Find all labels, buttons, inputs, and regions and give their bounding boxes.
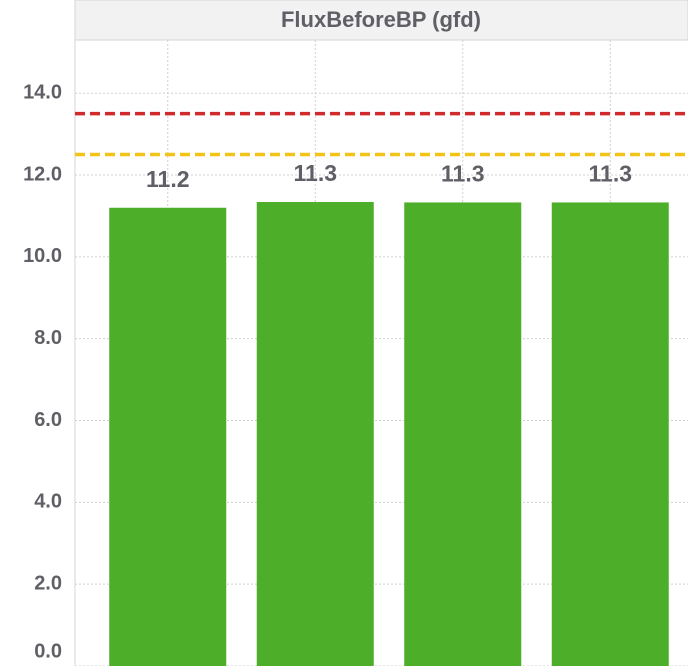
chart-title: FluxBeforeBP (gfd) (281, 7, 481, 32)
value-label: 11.2 (146, 166, 190, 192)
y-tick-label: 10.0 (23, 245, 62, 267)
y-tick-label: 14.0 (23, 81, 62, 103)
y-tick-label: 0.0 (34, 640, 62, 662)
value-label: 11.3 (294, 160, 338, 186)
y-tick-label: 12.0 (23, 163, 62, 185)
bar (256, 202, 374, 666)
y-tick-label: 4.0 (34, 491, 62, 513)
y-tick-label: 6.0 (34, 409, 62, 431)
y-tick-label: 8.0 (34, 327, 62, 349)
bar (551, 202, 669, 666)
value-label: 11.3 (589, 161, 633, 187)
bar (404, 202, 522, 666)
bar (109, 207, 227, 666)
value-label: 11.3 (441, 161, 485, 187)
y-tick-label: 2.0 (34, 572, 62, 594)
